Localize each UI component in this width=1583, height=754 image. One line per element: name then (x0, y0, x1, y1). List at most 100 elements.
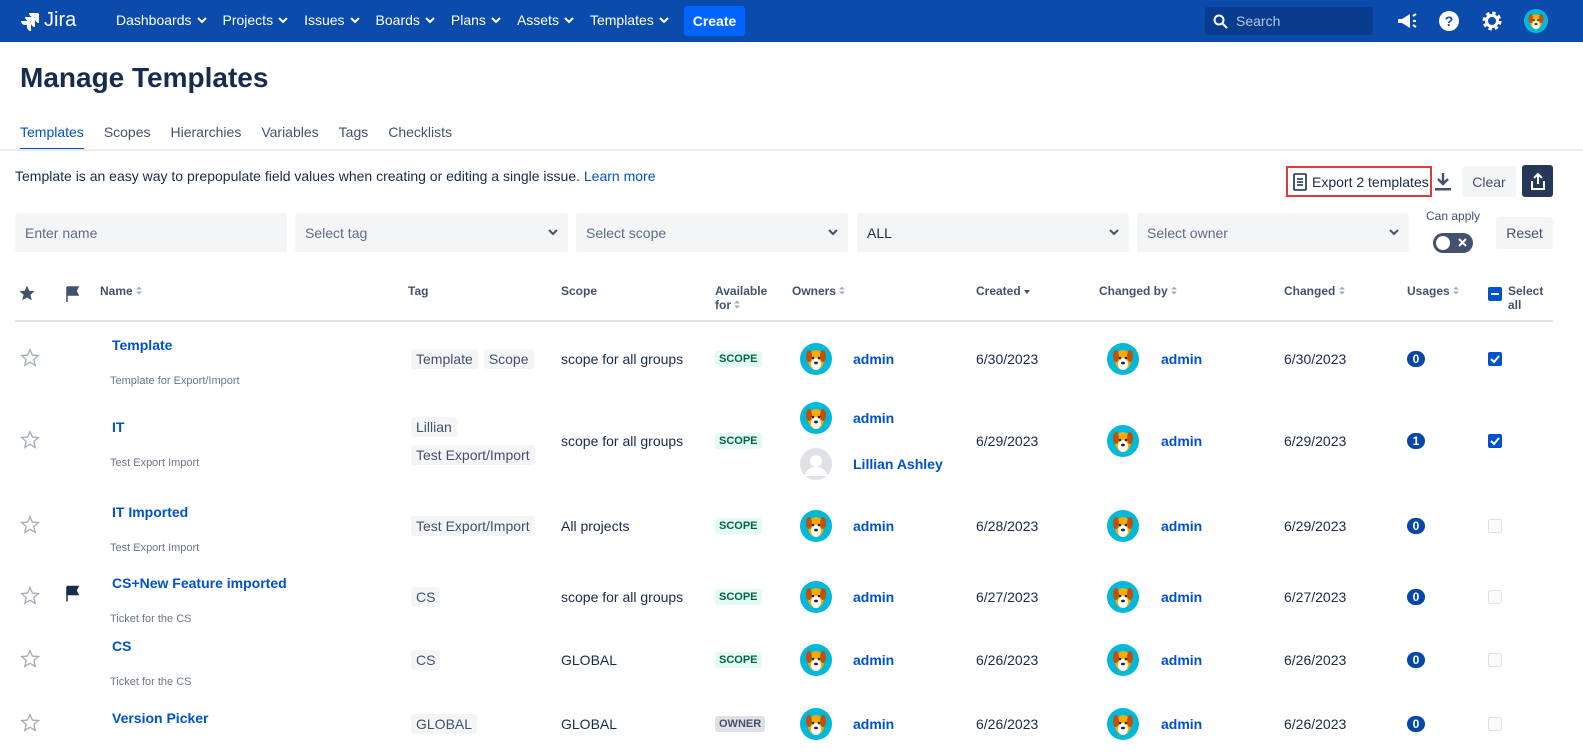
star-button[interactable] (20, 348, 40, 371)
sort-icon (1339, 286, 1345, 295)
row-checkbox[interactable] (1488, 590, 1502, 604)
template-name[interactable]: CS (112, 638, 131, 654)
logo[interactable]: Jira (20, 9, 76, 32)
owner-name[interactable]: admin (853, 716, 894, 732)
checkbox-indeterminate (1488, 287, 1502, 301)
column-header[interactable]: Name (100, 284, 142, 298)
template-name[interactable]: Template (112, 337, 172, 353)
star-button[interactable] (20, 712, 40, 735)
tags: GLOBAL (411, 714, 551, 734)
intro-text: Template is an easy way to prepopulate f… (15, 168, 580, 184)
row-checkbox[interactable] (1488, 653, 1502, 667)
template-name[interactable]: IT Imported (112, 504, 188, 520)
table-row: CS+New Feature importedTicket for the CS… (0, 568, 1583, 626)
create-button[interactable]: Create (684, 6, 745, 36)
tab[interactable]: Checklists (388, 124, 452, 150)
column-header-label: Owners (792, 284, 836, 298)
star-button[interactable] (20, 514, 40, 537)
sort-icon (1453, 286, 1459, 295)
name-input[interactable]: Enter name (15, 213, 287, 252)
share-button[interactable] (1522, 165, 1553, 197)
can-apply-toggle[interactable] (1433, 233, 1473, 253)
profile-avatar[interactable] (1524, 9, 1548, 36)
scope: scope for all groups (561, 589, 683, 605)
tab[interactable]: Tags (339, 124, 369, 150)
created-date: 6/30/2023 (976, 351, 1038, 367)
usages-badge: 1 (1407, 433, 1425, 449)
tab[interactable]: Scopes (104, 124, 151, 150)
owner-name[interactable]: admin (853, 410, 894, 426)
changed-by-avatar (1107, 581, 1139, 613)
tag-select[interactable]: Select tag (295, 213, 568, 252)
owners: admin (800, 708, 894, 740)
nav-item[interactable]: Issues (304, 12, 359, 28)
nav-item[interactable]: Projects (223, 12, 289, 28)
star-button[interactable] (20, 429, 40, 452)
template-name[interactable]: CS+New Feature imported (112, 575, 287, 591)
column-header-label: Changed (1284, 284, 1335, 298)
nav-item[interactable]: Dashboards (116, 12, 207, 28)
column-header-label: Created (976, 284, 1021, 298)
clear-button[interactable]: Clear (1462, 166, 1516, 197)
changed-by[interactable]: admin (1161, 652, 1202, 668)
row-checkbox[interactable] (1488, 717, 1502, 731)
tab[interactable]: Templates (20, 124, 84, 150)
column-header[interactable]: Usages (1407, 284, 1459, 298)
star-button[interactable] (20, 648, 40, 671)
sort-icon (136, 286, 142, 295)
nav-item[interactable]: Assets (517, 12, 574, 28)
owner: admin (800, 581, 894, 613)
notifications-icon[interactable] (1395, 10, 1417, 32)
changed-by[interactable]: admin (1161, 518, 1202, 534)
nav-item-label: Boards (376, 12, 420, 28)
owner-select[interactable]: Select owner (1137, 213, 1409, 252)
template-name[interactable]: IT (112, 419, 124, 435)
learn-more-link[interactable]: Learn more (584, 168, 656, 184)
column-header-label: Select all (1508, 284, 1543, 312)
changed-by[interactable]: admin (1161, 716, 1202, 732)
export-button[interactable]: Export 2 templates (1286, 166, 1432, 197)
download-icon[interactable] (1434, 172, 1452, 192)
column-header[interactable]: Created (976, 284, 1030, 298)
nav-item[interactable]: Templates (590, 12, 669, 28)
template-name[interactable]: Version Picker (112, 710, 209, 726)
row-checkbox[interactable] (1488, 519, 1502, 533)
changed-by[interactable]: admin (1161, 351, 1202, 367)
scope: GLOBAL (561, 716, 617, 732)
owner-name[interactable]: admin (853, 518, 894, 534)
svg-text:?: ? (1445, 13, 1454, 29)
row-checkbox[interactable] (1488, 434, 1502, 448)
nav-item[interactable]: Boards (376, 12, 435, 28)
available-select[interactable]: ALL (857, 213, 1129, 252)
scope-select[interactable]: Select scope (576, 213, 848, 252)
column-header[interactable]: Available for (715, 284, 770, 312)
owner-name[interactable]: Lillian Ashley (853, 456, 943, 472)
sort-icon (1171, 286, 1177, 295)
column-header[interactable]: Changed by (1099, 284, 1177, 298)
settings-icon[interactable] (1481, 10, 1503, 32)
column-header[interactable]: Owners (792, 284, 845, 298)
owner-name[interactable]: admin (853, 652, 894, 668)
changed-by[interactable]: admin (1161, 433, 1202, 449)
owner-name[interactable]: admin (853, 351, 894, 367)
search-box[interactable]: Search (1205, 7, 1373, 35)
column-header[interactable]: Changed (1284, 284, 1345, 298)
avatar-image (800, 343, 832, 375)
changed-by[interactable]: admin (1161, 589, 1202, 605)
name-placeholder: Enter name (25, 225, 97, 241)
star-button[interactable] (20, 586, 40, 609)
nav-menu: Dashboards Projects Issues Boards Plans Asset… (116, 12, 669, 28)
column-header-label: Changed by (1099, 284, 1168, 298)
tab[interactable]: Variables (261, 124, 318, 150)
reset-button[interactable]: Reset (1496, 217, 1553, 249)
nav-item[interactable]: Plans (451, 12, 501, 28)
tab[interactable]: Hierarchies (171, 124, 242, 150)
column-header-label: Scope (561, 284, 597, 298)
owners: admin (800, 644, 894, 676)
row-checkbox[interactable] (1488, 352, 1502, 366)
select-all-checkbox[interactable] (1488, 287, 1502, 304)
tag-chip: GLOBAL (411, 714, 477, 734)
owner-name[interactable]: admin (853, 589, 894, 605)
table-row: Version PickerGLOBALGLOBALOWNERadmin6/26… (0, 693, 1583, 754)
help-icon[interactable]: ? (1438, 10, 1460, 32)
